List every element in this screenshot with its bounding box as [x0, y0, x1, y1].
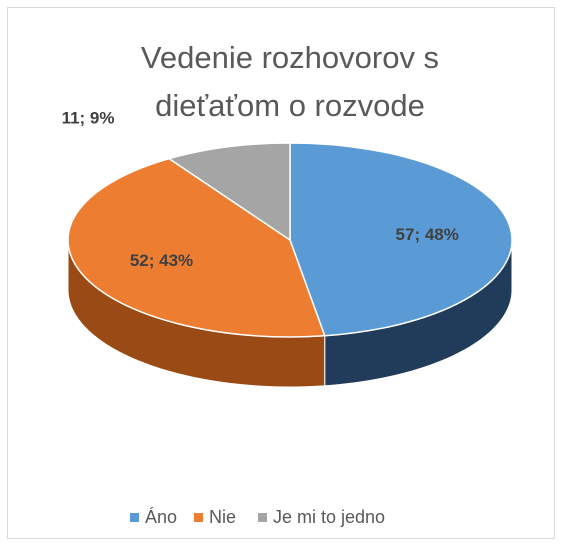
data-label: 52; 43%: [130, 251, 193, 270]
chart-frame: [7, 7, 555, 539]
data-label: 57; 48%: [396, 225, 459, 244]
legend-label: Je mi to jedno: [273, 507, 385, 527]
chart-title: Vedenie rozhovorov s dieťaťom o rozvode: [140, 40, 440, 123]
pie-slice: [289, 142, 513, 337]
legend-swatch: [194, 513, 203, 522]
legend-label: Nie: [209, 507, 236, 527]
pie-slice: [67, 157, 326, 338]
legend-label: Áno: [145, 507, 177, 527]
legend-swatch: [130, 513, 139, 522]
data-label: 11; 9%: [62, 109, 115, 128]
legend-swatch: [258, 513, 267, 522]
pie-slice: [167, 142, 291, 242]
